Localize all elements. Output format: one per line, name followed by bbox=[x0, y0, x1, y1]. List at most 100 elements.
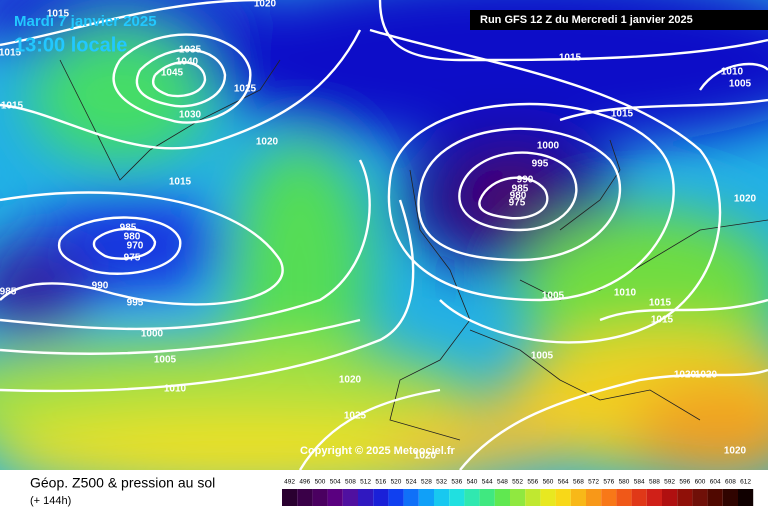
footer-lead: (+ 144h) bbox=[30, 495, 71, 507]
scale-swatch bbox=[373, 489, 389, 506]
scale-swatch bbox=[525, 489, 541, 506]
scale-swatch bbox=[722, 489, 738, 506]
scale-label: 556 bbox=[527, 479, 538, 486]
isobar-labels: 1015101510351040104510251030102010159859… bbox=[0, 0, 757, 462]
color-scale: 492 496 500 504 508 512 516 520 524 528 532 536 540 5… bbox=[282, 479, 754, 506]
isobar-label: 995 bbox=[127, 298, 144, 309]
scale-label: 576 bbox=[603, 479, 614, 486]
scale-swatch bbox=[464, 489, 480, 506]
scale-label: 572 bbox=[588, 479, 599, 486]
isobar-label: 1000 bbox=[141, 329, 164, 340]
scale-label: 568 bbox=[573, 479, 584, 486]
scale-swatch bbox=[646, 489, 662, 506]
scale-swatch bbox=[510, 489, 526, 506]
scale-label: 580 bbox=[619, 479, 630, 486]
scale-swatch bbox=[312, 489, 328, 506]
scale-swatch bbox=[434, 489, 450, 506]
copyright: Copyright © 2025 Meteociel.fr bbox=[300, 445, 456, 457]
scale-label: 504 bbox=[330, 479, 341, 486]
isobar-label: 1035 bbox=[179, 45, 202, 56]
scale-swatch bbox=[327, 489, 343, 506]
isobar-label: 1015 bbox=[0, 48, 22, 59]
isobar-label: 1020 bbox=[256, 137, 279, 148]
scale-swatch bbox=[494, 489, 510, 506]
scale-label: 524 bbox=[406, 479, 417, 486]
isobar-label: 990 bbox=[517, 175, 534, 186]
isobar-label: 1040 bbox=[176, 57, 199, 68]
isobar-label: 975 bbox=[509, 198, 526, 209]
isobar-label: 1005 bbox=[542, 291, 565, 302]
isobar-label: 1020 bbox=[724, 446, 747, 457]
scale-label: 604 bbox=[710, 479, 721, 486]
scale-swatch bbox=[297, 489, 313, 506]
isobar-label: 1025 bbox=[234, 84, 257, 95]
scale-label: 600 bbox=[695, 479, 706, 486]
scale-label: 612 bbox=[740, 479, 751, 486]
scale-swatch bbox=[707, 489, 723, 506]
scale-label: 560 bbox=[543, 479, 554, 486]
scale-label: 496 bbox=[299, 479, 310, 486]
isobar-label: 1030 bbox=[179, 110, 202, 121]
isobar-label: 980 bbox=[510, 191, 527, 202]
scale-label: 552 bbox=[512, 479, 523, 486]
isobar-label: 980 bbox=[124, 232, 141, 243]
scale-swatch bbox=[555, 489, 571, 506]
isobar-label: 1010 bbox=[721, 67, 744, 78]
isobar-label: 1015 bbox=[47, 9, 70, 20]
scale-swatch bbox=[342, 489, 358, 506]
scale-label: 540 bbox=[467, 479, 478, 486]
run-info: Run GFS 12 Z du Mercredi 1 janvier 2025 bbox=[480, 14, 693, 26]
run-box bbox=[470, 10, 768, 30]
scale-label: 608 bbox=[725, 479, 736, 486]
isobar-label: 1000 bbox=[537, 141, 560, 152]
scale-swatch bbox=[631, 489, 647, 506]
scale-label: 532 bbox=[436, 479, 447, 486]
scale-swatch bbox=[418, 489, 434, 506]
scale-label: 544 bbox=[482, 479, 493, 486]
isobar-label: 1020 bbox=[339, 375, 362, 386]
scale-swatch bbox=[677, 489, 693, 506]
scale-label: 592 bbox=[664, 479, 675, 486]
time: 13:00 locale bbox=[14, 34, 127, 56]
isobar-label: 1020 bbox=[414, 451, 437, 462]
scale-label: 588 bbox=[649, 479, 660, 486]
isobar-label: 1005 bbox=[531, 351, 554, 362]
scale-label: 548 bbox=[497, 479, 508, 486]
scale-label: 564 bbox=[558, 479, 569, 486]
scale-swatch bbox=[738, 489, 754, 506]
isobar-label: 975 bbox=[124, 253, 141, 264]
isobar-label: 1010 bbox=[164, 384, 187, 395]
scale-label: 584 bbox=[634, 479, 645, 486]
scale-swatch bbox=[449, 489, 465, 506]
scale-swatch bbox=[479, 489, 495, 506]
isobar-label: 1015 bbox=[1, 101, 24, 112]
isobar-label: 1015 bbox=[611, 109, 634, 120]
isobar-label: 1005 bbox=[154, 355, 177, 366]
scale-swatch bbox=[570, 489, 586, 506]
footer-title: Géop. Z500 & pression au sol bbox=[30, 475, 215, 491]
scale-swatch bbox=[540, 489, 556, 506]
isobar-label: 1020 bbox=[734, 194, 757, 205]
scale-label: 516 bbox=[375, 479, 386, 486]
isobar-label: 970 bbox=[127, 241, 144, 252]
isobar-label: 990 bbox=[92, 281, 109, 292]
isobar-label: 985 bbox=[120, 223, 137, 234]
isobar-label: 985 bbox=[512, 184, 529, 195]
scale-swatch bbox=[692, 489, 708, 506]
scale-label: 536 bbox=[451, 479, 462, 486]
isobar-label: 1045 bbox=[161, 68, 184, 79]
scale-swatch bbox=[403, 489, 419, 506]
scale-swatch bbox=[358, 489, 374, 506]
isobar-label: 1025 bbox=[344, 411, 367, 422]
scale-swatch bbox=[616, 489, 632, 506]
isobar-label: 1015 bbox=[559, 53, 582, 64]
scale-label: 520 bbox=[391, 479, 402, 486]
scale-label: 492 bbox=[284, 479, 295, 486]
scale-swatch bbox=[586, 489, 602, 506]
isobar-label: 1020 bbox=[695, 370, 718, 381]
isobar-label: 1005 bbox=[729, 79, 752, 90]
isobar-label: 1010 bbox=[614, 288, 637, 299]
scale-label: 596 bbox=[679, 479, 690, 486]
isobar-label: 1020 bbox=[254, 0, 277, 10]
scale-label: 512 bbox=[360, 479, 371, 486]
